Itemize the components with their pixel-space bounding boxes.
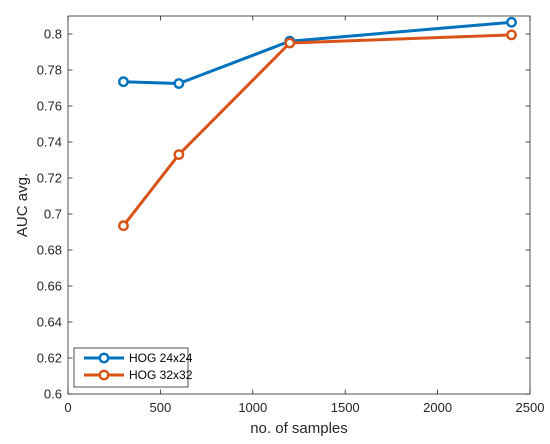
series-layer	[118, 16, 517, 232]
x-tick-label: 2000	[423, 400, 452, 415]
x-tick-label: 2500	[516, 400, 545, 415]
plot-frame	[67, 15, 531, 395]
y-tick-label: 0.74	[37, 135, 62, 150]
series-2	[118, 29, 517, 232]
y-axis-label: AUC avg.	[14, 173, 31, 237]
x-axis-label: no. of samples	[250, 420, 348, 437]
y-tick-label: 0.68	[37, 243, 62, 258]
x-tick-label: 0	[64, 400, 71, 415]
y-tick-label: 0.6	[44, 387, 62, 402]
y-tick-label: 0.7	[44, 207, 62, 222]
x-tick-label: 500	[150, 400, 172, 415]
x-tick-label: 1000	[238, 400, 267, 415]
x-tick-labels: 0 500 1000 1500 2000 2500	[64, 400, 544, 415]
y-tick-label: 0.76	[37, 99, 62, 114]
legend: HOG 24x24 HOG 32x32	[73, 347, 193, 388]
data-point	[118, 76, 129, 88]
y-tick-label: 0.78	[37, 63, 62, 78]
x-tick-label: 1500	[331, 400, 360, 415]
legend-marker-2	[98, 369, 110, 381]
legend-box	[73, 347, 189, 388]
y-tick-label: 0.64	[37, 315, 62, 330]
data-point	[506, 29, 517, 41]
y-tick-label: 0.72	[37, 171, 62, 186]
data-point	[506, 16, 517, 28]
y-tick-label: 0.62	[37, 351, 62, 366]
data-point	[173, 149, 185, 161]
series-line	[122, 33, 512, 227]
legend-marker-1	[98, 352, 110, 364]
y-tick-label: 0.66	[37, 279, 62, 294]
plot-area	[68, 16, 530, 394]
series-1	[118, 16, 517, 89]
legend-label-1: HOG 24x24	[129, 351, 193, 365]
y-tick-label: 0.8	[44, 27, 62, 42]
ticks-layer	[67, 16, 531, 395]
legend-label-2: HOG 32x32	[129, 368, 193, 382]
y-tick-labels: 0.6 0.62 0.64 0.66 0.68 0.7 0.72 0.74 0.76 0.78 0.…	[37, 27, 62, 402]
data-point	[173, 78, 185, 89]
data-point	[284, 37, 296, 49]
series-line	[123, 20, 512, 85]
data-point	[118, 220, 129, 232]
